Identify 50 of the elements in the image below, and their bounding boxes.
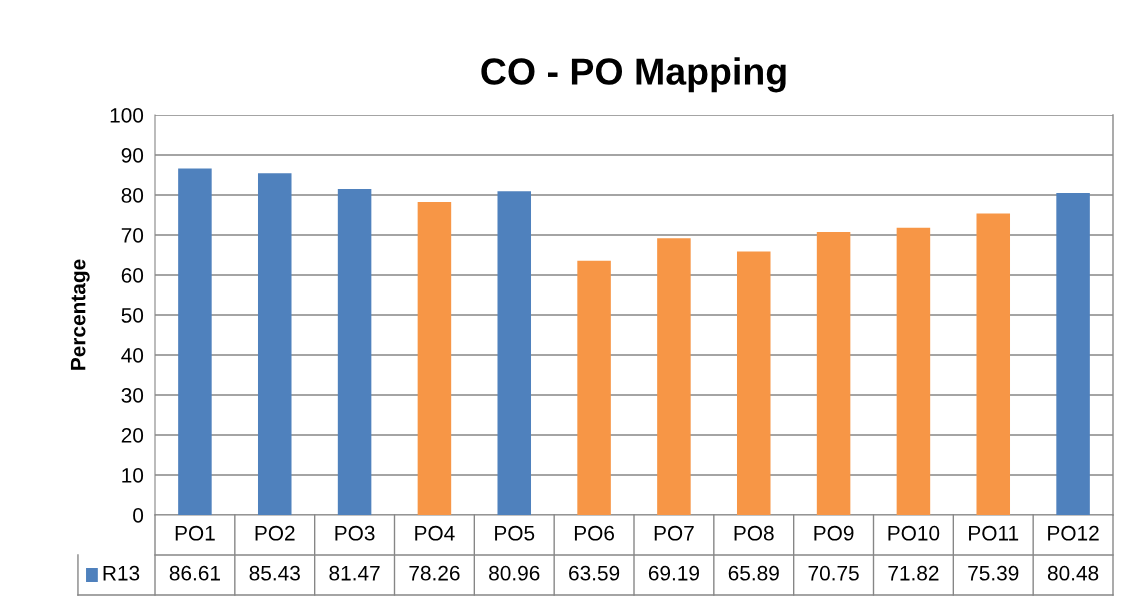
- y-tick-label: 0: [133, 508, 144, 523]
- x-tick-label: PO2: [255, 525, 295, 541]
- data-label: 63.59: [569, 565, 620, 581]
- bar: [1056, 193, 1090, 515]
- x-tick-label: PO10: [888, 525, 940, 541]
- data-label: 81.47: [329, 565, 380, 581]
- x-tick-label: PO3: [335, 525, 375, 541]
- y-tick-label: 40: [121, 348, 144, 363]
- y-tick-label: 100: [110, 108, 144, 123]
- data-label: 70.75: [808, 565, 859, 581]
- y-tick-label: 70: [121, 228, 144, 243]
- data-label: 85.43: [249, 565, 300, 581]
- bar: [178, 168, 212, 515]
- bar: [337, 189, 372, 515]
- y-tick-label: 30: [121, 388, 144, 403]
- bar: [417, 201, 452, 515]
- bar: [896, 227, 931, 515]
- bar: [577, 260, 611, 515]
- y-tick-label: 60: [121, 268, 144, 283]
- bar: [657, 238, 691, 515]
- y-tick-label: 20: [121, 428, 144, 443]
- data-label: 86.61: [169, 565, 220, 581]
- x-tick-label: PO5: [495, 525, 535, 541]
- bar: [497, 191, 532, 515]
- x-tick-label: PO6: [574, 525, 615, 541]
- data-label: 80.48: [1047, 565, 1099, 581]
- x-tick-label: PO12: [1048, 525, 1099, 541]
- data-label: 69.19: [648, 565, 699, 581]
- legend-label: R13: [103, 565, 140, 581]
- y-axis-title: Percentage: [70, 259, 90, 370]
- bar: [816, 232, 851, 515]
- data-label: 71.82: [888, 565, 939, 581]
- y-tick-label: 10: [122, 468, 144, 483]
- x-tick-label: PO9: [814, 525, 854, 541]
- chart-title: CO - PO Mapping: [481, 57, 786, 93]
- y-tick-label: 90: [121, 148, 144, 163]
- x-tick-label: PO11: [969, 525, 1019, 541]
- bar: [976, 213, 1011, 515]
- x-tick-label: PO7: [654, 525, 694, 541]
- data-label: 80.96: [489, 565, 540, 581]
- x-tick-label: PO8: [734, 525, 774, 541]
- y-tick-label: 50: [121, 308, 144, 323]
- data-label: 75.39: [968, 565, 1019, 581]
- data-label: 65.89: [728, 565, 779, 581]
- x-tick-label: PO4: [415, 525, 455, 541]
- bar: [736, 251, 771, 515]
- data-label: 78.26: [409, 565, 460, 581]
- y-tick-label: 80: [121, 188, 144, 203]
- x-tick-label: PO1: [175, 525, 215, 541]
- bar: [257, 173, 292, 515]
